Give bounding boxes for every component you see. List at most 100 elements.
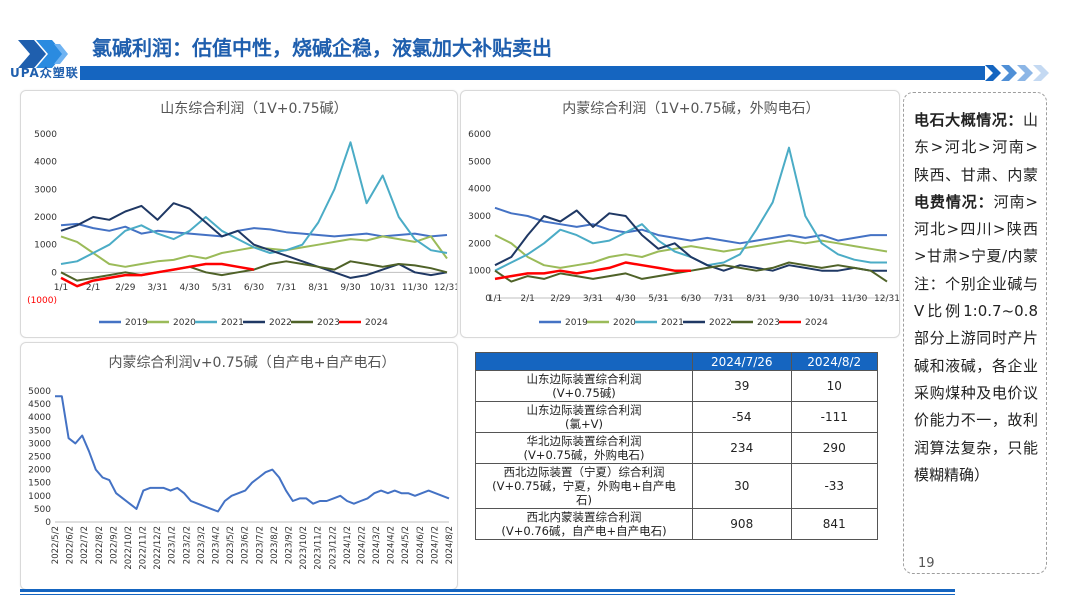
x-tick-label: 3/31 [147, 283, 167, 293]
x-tick-label: 11/30 [841, 294, 867, 304]
page-title: 氯碱利润：估值中性，烧碱企稳，液氯加大补贴卖出 [92, 36, 552, 60]
x-tick-label: 2023/7/2 [255, 526, 265, 564]
series-line-2019 [60, 222, 448, 238]
row-value-2: 841 [790, 508, 878, 540]
x-tick-label: 2024/8/2 [445, 526, 455, 564]
y-tick-label: 3500 [28, 426, 51, 436]
x-tick-label: 5/31 [648, 294, 668, 304]
row-value-2: -33 [790, 463, 878, 509]
y-tick-label: 1000 [28, 492, 51, 502]
x-tick-label: 9/30 [340, 283, 360, 293]
y-tick-label: 1000 [468, 267, 491, 277]
x-tick-label: 10/31 [370, 283, 396, 293]
row-label: 西北内蒙装置综合利润 (V+0.76碱，自产电+自产电石) [475, 508, 693, 540]
x-tick-label: 2/1 [520, 294, 534, 304]
table-row: 山东边际装置综合利润 (氯+V) -54 -111 [475, 401, 878, 433]
series-line-2019 [494, 206, 887, 245]
y-tick-label: 4000 [28, 413, 51, 423]
x-tick-label: 8/31 [308, 283, 328, 293]
y-tick-label: 4000 [34, 158, 57, 168]
x-tick-label: 2023/12/2 [328, 526, 338, 570]
note-remark: 注：个别企业碱与V比例1:0.7~0.8部分上游同时产片碱和液碱，各企业采购煤种… [914, 274, 1038, 484]
y-tick-label: 6000 [468, 130, 491, 140]
note-power-heading: 电费情况： [914, 192, 994, 211]
legend-label: 2019 [125, 318, 148, 328]
x-tick-label: 2024/4/2 [387, 526, 397, 564]
x-tick-label: 2023/1/2 [168, 526, 178, 564]
x-tick-label: 2/29 [115, 283, 135, 293]
x-tick-label: 2023/4/2 [212, 526, 222, 564]
note-carbide-heading: 电石大概情况： [914, 111, 1023, 129]
row-value-2: 10 [790, 370, 878, 402]
table-row: 西北边际装置（宁夏）综合利润 (V+0.75碱，宁夏，外购电+自产电 石) 30 -… [475, 463, 878, 509]
row-label: 山东边际装置综合利润 (V+0.75碱) [475, 370, 693, 402]
x-tick-label: 2022/7/2 [80, 526, 90, 564]
x-tick-label: 1/1 [488, 294, 502, 304]
y-tick-label: 0 [45, 518, 51, 528]
y-tick-label: 2000 [468, 239, 491, 249]
row-label: 山东边际装置综合利润 (氯+V) [475, 401, 693, 433]
shandong-profit-chart: 山东综合利润（1V+0.75碱） 5000 4000 3000 2000 1000 0 (10… [27, 101, 457, 328]
x-tick-label: 2024/2/2 [357, 526, 367, 564]
chart-panel-neimeng-self: 内蒙综合利润v+0.75碱（自产电+自产电石） 5000 4500 4000 3500 3… [20, 342, 458, 590]
row-value-1: -54 [692, 401, 792, 433]
x-tick-label: 6/30 [244, 283, 264, 293]
legend-label: 2020 [613, 318, 636, 328]
chart-panel-shandong: 山东综合利润（1V+0.75碱） 5000 4000 3000 2000 1000 0 (10… [20, 90, 458, 338]
x-tick-label: 11/30 [402, 283, 428, 293]
x-tick-label: 7/31 [714, 294, 734, 304]
footer-divider [20, 589, 955, 592]
footer-divider-thin [20, 594, 955, 595]
x-tick-label: 9/30 [779, 294, 799, 304]
series-line-2021 [494, 146, 887, 272]
legend-label: 2022 [709, 318, 732, 328]
x-tick-label: 2/1 [86, 283, 100, 293]
x-tick-label: 2022/9/2 [109, 526, 119, 564]
table-header-row: 2024/7/26 2024/8/2 [475, 352, 878, 371]
series-line-2020 [494, 234, 888, 269]
legend-label: 2023 [757, 318, 780, 328]
note-carbide-text: 山东>河北>河南>陕西、甘肃、内蒙 [914, 111, 1038, 184]
row-value-1: 39 [692, 370, 792, 402]
profit-summary-table: 2024/7/26 2024/8/2 山东边际装置综合利润 (V+0.75碱) 3… [475, 352, 878, 540]
x-tick-label: 4/30 [180, 283, 200, 293]
legend-label: 2022 [269, 318, 292, 328]
x-tick-label: 2024/5/2 [401, 526, 411, 564]
x-tick-label: 2023/5/2 [226, 526, 236, 564]
series-line-2022 [60, 202, 448, 279]
y-tick-label: 1000 [34, 241, 57, 251]
x-tick-label: 12/31 [874, 294, 899, 304]
table-header-date-1: 2024/7/26 [692, 352, 792, 371]
neimeng-self-profit-chart: 内蒙综合利润v+0.75碱（自产电+自产电石）50004500400035003… [28, 355, 455, 570]
x-tick-label: 5/31 [212, 283, 232, 293]
x-tick-label: 2022/11/2 [139, 526, 149, 570]
x-tick-label: 2022/10/2 [124, 526, 134, 570]
x-tick-label: 7/31 [276, 283, 296, 293]
table-row: 西北内蒙装置综合利润 (V+0.76碱，自产电+自产电石) 908 841 [475, 508, 878, 540]
series-line-综合利润 [55, 395, 450, 513]
table-row: 山东边际装置综合利润 (V+0.75碱) 39 10 [475, 370, 878, 402]
x-tick-label: 4/30 [616, 294, 636, 304]
x-tick-label: 2/29 [550, 294, 570, 304]
row-label: 华北边际装置综合利润 (V+0.75碱，外购电石) [475, 432, 693, 464]
row-label: 西北边际装置（宁夏）综合利润 (V+0.75碱，宁夏，外购电+自产电 石) [475, 463, 693, 509]
y-tick-label: 3000 [34, 185, 57, 195]
series-line-2021 [60, 141, 448, 265]
series-line-2020 [60, 235, 448, 268]
series-line-2022 [494, 209, 887, 272]
note-power-text: 河南>河北>四川>陕西>甘肃>宁夏/内蒙 [914, 192, 1038, 266]
legend-label: 2019 [565, 318, 588, 328]
y-tick-label: 0 [51, 268, 57, 278]
row-value-1: 30 [692, 463, 792, 509]
chart-panel-neimeng-purchased: 内蒙综合利润（1V+0.75碱，外购电石） 6000 5000 4000 3000 200… [460, 90, 900, 338]
y-tick-label: 1500 [28, 479, 51, 489]
y-tick-label: 2000 [34, 213, 57, 223]
series-line-2024 [494, 261, 691, 281]
row-value-1: 234 [692, 432, 792, 464]
x-tick-label: 8/31 [746, 294, 766, 304]
x-tick-label: 2022/8/2 [95, 526, 105, 564]
row-value-1: 908 [692, 508, 792, 540]
legend-label: 2020 [173, 318, 196, 328]
page-number: 19 [918, 556, 935, 571]
logo-text: UPA众塑联 [10, 66, 79, 80]
